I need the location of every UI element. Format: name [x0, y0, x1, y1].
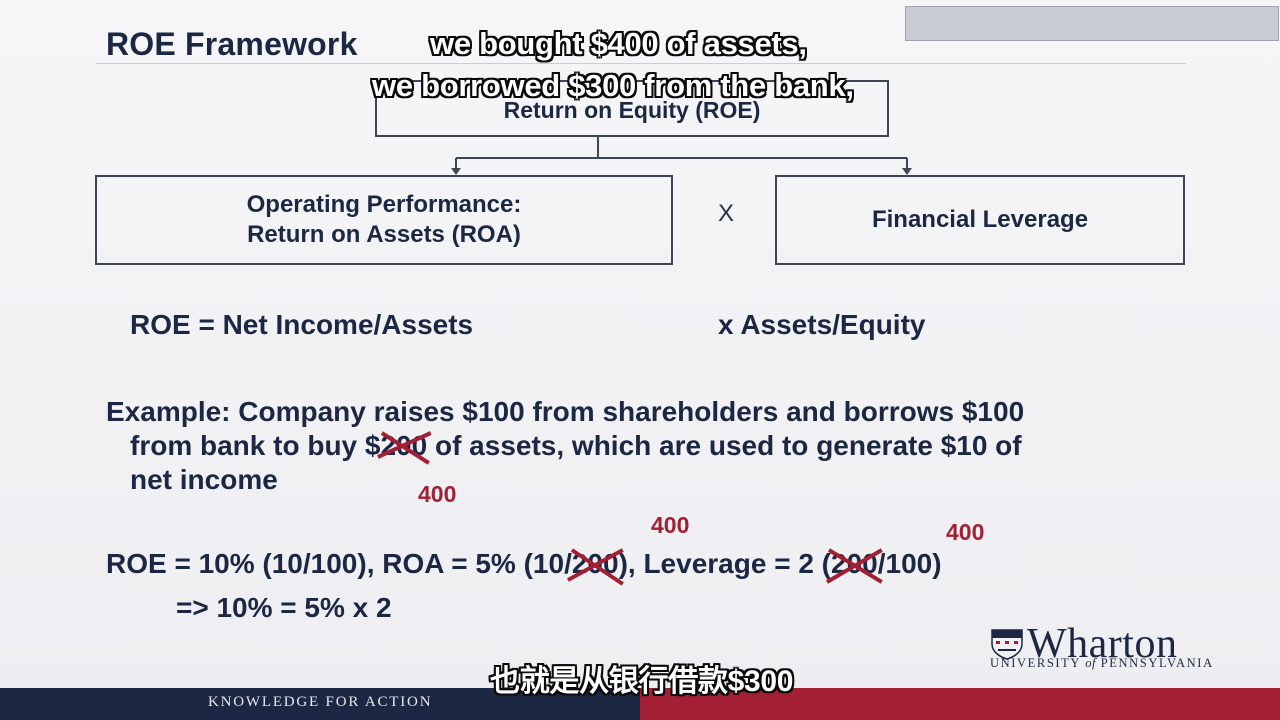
logo-sub-b: PENNSYLVANIA [1096, 656, 1214, 670]
cross-out-icon [377, 431, 433, 465]
example-line-1: Example: Company raises $100 from shareh… [106, 396, 1025, 427]
roe-box: Return on Equity (ROE) [375, 80, 889, 137]
struck-value-leverage: 200 [825, 548, 883, 584]
footer-bar-red [640, 688, 1280, 720]
corner-overlay-box [905, 6, 1279, 41]
calc-part-b: ), Leverage = 2 ( [618, 548, 831, 579]
roa-box-line2: Return on Assets (ROA) [247, 221, 521, 248]
roa-box-line1: Operating Performance: [246, 191, 522, 218]
example-paragraph: Example: Company raises $100 from shareh… [106, 395, 1186, 497]
wharton-logo-subtitle: UNIVERSITY of PENNSYLVANIA [990, 656, 1214, 671]
formula-right: x Assets/Equity [718, 309, 926, 340]
subtitle-chinese: 也就是从银行借款$300 [490, 665, 794, 698]
calc-part-a: ROE = 10% (10/100), ROA = 5% (10/ [106, 548, 572, 579]
multiply-sign: X [718, 200, 735, 227]
leverage-box: Financial Leverage [775, 175, 1185, 265]
cross-out-icon [825, 548, 883, 584]
example-line-2: from bank to buy $200 of assets, which a… [106, 429, 1186, 465]
correction-400-example: 400 [418, 481, 457, 507]
logo-sub-a: UNIVERSITY [990, 656, 1086, 670]
roe-box-label: Return on Equity (ROE) [503, 97, 761, 124]
calc-part-c: /100) [877, 548, 942, 579]
example-line-3: net income [130, 464, 278, 495]
example-line-2-end: of assets, which are used to generate $1… [427, 430, 1022, 461]
penn-shield-icon [991, 629, 1023, 660]
formula-left: ROE = Net Income/Assets [130, 309, 474, 340]
subtitle-line-2: we borrowed $300 from the bank, [372, 68, 854, 103]
correction-400-roa: 400 [651, 512, 690, 538]
correction-400-leverage: 400 [946, 519, 985, 545]
struck-value-roa: 200 [566, 548, 624, 586]
example-line-2-start: from bank to buy $ [130, 430, 381, 461]
cross-out-icon [566, 548, 624, 586]
title-divider [96, 63, 1186, 64]
calculation-line: ROE = 10% (10/100), ROA = 5% (10/200), L… [106, 548, 942, 586]
subtitle-line-1: we bought $400 of assets, [430, 26, 807, 61]
leverage-box-label: Financial Leverage [871, 206, 1089, 233]
slide-title: ROE Framework [106, 26, 358, 62]
footer-bar-navy [0, 688, 640, 720]
result-line: => 10% = 5% x 2 [176, 592, 392, 623]
wharton-logo-text: Wharton [1027, 621, 1178, 667]
struck-value-assets: 200 [377, 429, 433, 465]
roa-box: Operating Performance: Return on Assets … [95, 175, 673, 265]
footer-tagline: KNOWLEDGE FOR ACTION [208, 694, 433, 710]
logo-sub-of: of [1085, 656, 1096, 670]
